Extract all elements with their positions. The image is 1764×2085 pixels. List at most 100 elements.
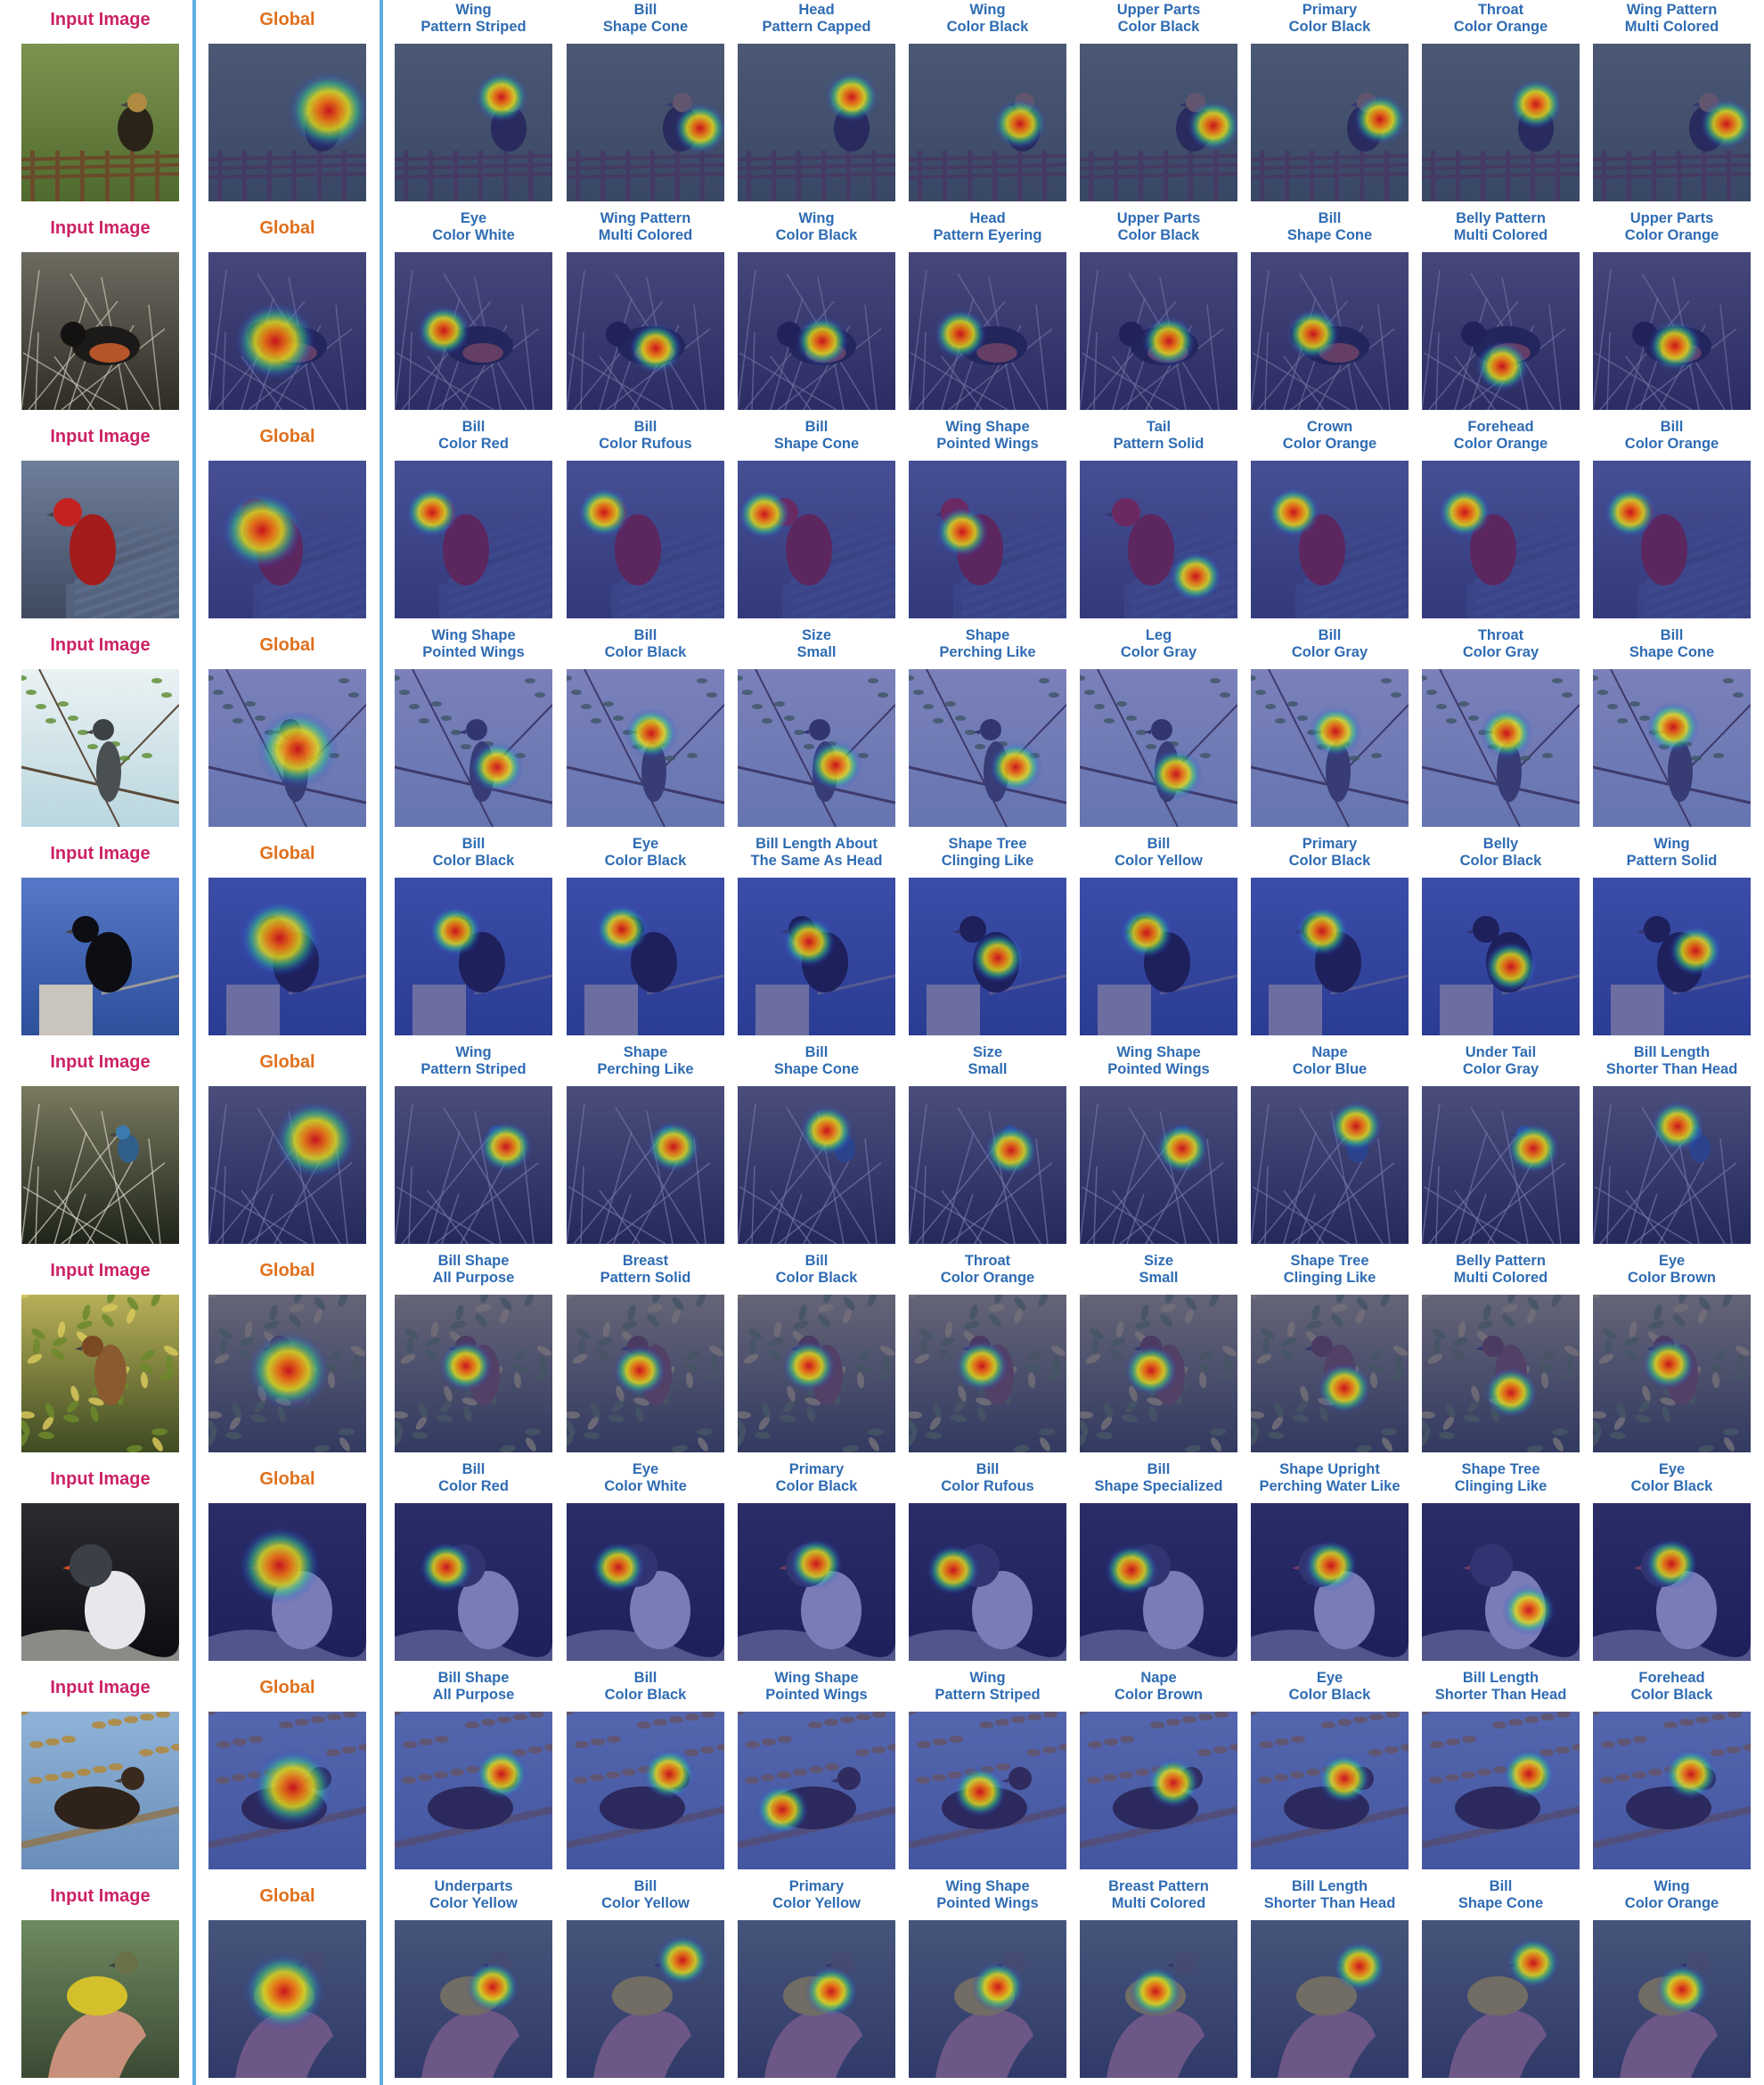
attribute-label-line1: Shape Tree	[948, 836, 1027, 852]
attribute-label: Bill Color Black	[377, 836, 570, 871]
attribute-label-line1: Bill	[804, 419, 829, 435]
figure-row: Input Image Global Wing Shape Pointed Wings…	[0, 626, 1764, 834]
attribute-label-line2: Shorter Than Head	[1605, 1061, 1738, 1077]
attribute-attention-map	[1593, 1712, 1751, 1869]
attribute-label-line2: All Purpose	[432, 1270, 515, 1286]
attribute-label-line1: Wing	[798, 210, 835, 226]
attribute-attention-map	[395, 1086, 552, 1244]
attribute-attention-cell: Bill Shape Cone	[1422, 1877, 1580, 2085]
attribute-label-line2: Pattern Striped	[935, 1687, 1041, 1703]
attribute-attention-cell: Bill Shape Cone	[738, 1042, 895, 1251]
attribute-label: Wing Pattern Multi Colored	[1575, 2, 1764, 37]
attribute-label: Upper Parts Color Black	[1062, 2, 1255, 37]
attribute-label-line2: Color Black	[604, 853, 687, 869]
attribute-attention-map	[1251, 1920, 1409, 2078]
attribute-attention-cell: Bill Shape Cone	[738, 417, 895, 626]
attribute-label-line1: Wing Shape	[1116, 1044, 1201, 1060]
attribute-attention-cell: Wing Color Black	[738, 208, 895, 417]
attribute-label: Eye Color Brown	[1575, 1253, 1764, 1288]
attribute-label: Wing Shape Pointed Wings	[891, 419, 1084, 454]
global-attention-cell: Global	[208, 1668, 366, 1877]
global-attention-cell: Global	[208, 0, 366, 208]
attribute-attention-map	[738, 252, 895, 410]
attribute-attention-cell: Bill Color Red	[395, 417, 552, 626]
attribute-label-line2: Color Yellow	[601, 1895, 690, 1911]
figure-row: Input Image Global Bill Shape All Purpose Bi…	[0, 1668, 1764, 1877]
attribute-label-line1: Eye	[632, 1461, 659, 1477]
attribute-attention-map	[1251, 1086, 1409, 1244]
attribute-label-line1: Shape Upright	[1279, 1461, 1380, 1477]
global-label: Global	[259, 10, 315, 29]
attribute-label-line2: Color Black	[775, 1270, 858, 1286]
attribute-label-line1: Bill	[1318, 627, 1342, 643]
attribute-attention-cell: Eye Color White	[567, 1460, 724, 1668]
global-attention-map	[208, 1503, 366, 1661]
attribute-attention-cell: Wing Color Orange	[1593, 1877, 1751, 2085]
attribute-label: Bill Color Black	[549, 627, 742, 663]
attribute-attention-cell: Nape Color Brown	[1080, 1668, 1237, 1877]
global-attention-cell: Global	[208, 417, 366, 626]
attribute-attention-cell: Bill Color Black	[567, 1668, 724, 1877]
attribute-label-line2: Color Gray	[1291, 644, 1368, 660]
attribute-attention-map	[1593, 1086, 1751, 1244]
attribute-label-line2: Color Black	[946, 19, 1029, 35]
attribute-attention-cell: Bill Color Orange	[1593, 417, 1751, 626]
attribute-label-line1: Nape	[1311, 1044, 1348, 1060]
attribute-attention-map	[909, 1920, 1066, 2078]
attribute-label-line2: Color Black	[432, 853, 515, 869]
attribute-label-line2: Color Red	[438, 1478, 509, 1494]
attribute-label-line1: Bill	[633, 419, 657, 435]
attribute-attention-map	[1080, 461, 1237, 618]
global-attention-cell: Global	[208, 1251, 366, 1460]
attribute-label-line1: Crown	[1306, 419, 1353, 435]
global-attention-map	[208, 252, 366, 410]
attribute-label-line1: Head	[798, 2, 835, 18]
attribute-label-line1: Primary	[1302, 2, 1358, 18]
attribute-label: Wing Pattern Multi Colored	[549, 210, 742, 246]
attribute-attention-cell: Bill Color Black	[567, 626, 724, 834]
attribute-label: Bill Length Shorter Than Head	[1233, 1878, 1426, 1914]
attribute-attention-map	[1593, 1920, 1751, 2078]
global-attention-map	[208, 1712, 366, 1869]
attribute-label: Eye Color Black	[1233, 1670, 1426, 1705]
attribute-label-line1: Size	[972, 1044, 1003, 1060]
attribute-label-line2: Pattern Eyering	[933, 227, 1042, 243]
attribute-attention-cell: Bill Color Black	[395, 834, 552, 1042]
attribute-label-line2: Pattern Solid	[600, 1270, 691, 1286]
attribute-attention-map	[395, 461, 552, 618]
input-bird-image	[21, 1920, 179, 2078]
attribute-label-line1: Primary	[788, 1878, 845, 1894]
attribute-attention-cell: Wing Pattern Striped	[395, 0, 552, 208]
attribute-attention-cell: Bill Shape All Purpose	[395, 1251, 552, 1460]
attribute-attention-cell: Primary Color Yellow	[738, 1877, 895, 2085]
attribute-attention-cell: Head Pattern Eyering	[909, 208, 1066, 417]
global-attention-map	[208, 1086, 366, 1244]
input-bird-image	[21, 1086, 179, 1244]
attribute-attention-cell: Wing Pattern Multi Colored	[567, 208, 724, 417]
attribute-label-line1: Eye	[632, 836, 659, 852]
attribute-attention-map	[1251, 1295, 1409, 1452]
attribute-attention-cell: Shape Perching Like	[567, 1042, 724, 1251]
attribute-attention-cell: Shape Tree Clinging Like	[1422, 1460, 1580, 1668]
input-image-label: Input Image	[50, 1469, 151, 1489]
attribute-label-line2: Pointed Wings	[765, 1687, 868, 1703]
attribute-label-line2: Shape Cone	[773, 436, 860, 452]
attribute-label-line1: Shape Tree	[1461, 1461, 1540, 1477]
attribute-label-line1: Eye	[1316, 1670, 1343, 1686]
attribute-attention-map	[1422, 1086, 1580, 1244]
attribute-label: Shape Upright Perching Water Like	[1233, 1461, 1426, 1497]
input-image-label: Input Image	[50, 10, 151, 29]
attribute-label-line1: Bill	[1147, 1461, 1171, 1477]
attribute-attention-cell: Throat Color Gray	[1422, 626, 1580, 834]
attribute-label: Under Tail Color Gray	[1404, 1044, 1597, 1080]
attribute-label-line2: Color Black	[1630, 1478, 1713, 1494]
attribute-label-line2: Color White	[432, 227, 515, 243]
attribute-label: Shape Perching Like	[549, 1044, 742, 1080]
attribute-label-line1: Throat	[964, 1253, 1011, 1269]
attribute-label-line2: Color White	[604, 1478, 687, 1494]
attribute-label-line2: Color Rufous	[941, 1478, 1034, 1494]
attribute-label: Crown Color Orange	[1233, 419, 1426, 454]
global-attention-map	[208, 878, 366, 1035]
input-image-cell: Input Image	[21, 417, 179, 626]
attribute-label: Nape Color Blue	[1233, 1044, 1426, 1080]
